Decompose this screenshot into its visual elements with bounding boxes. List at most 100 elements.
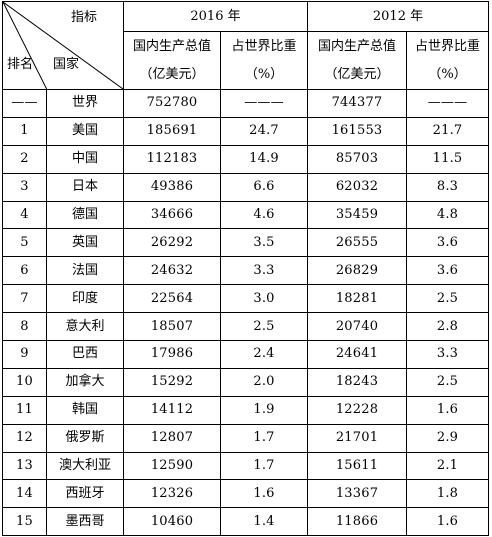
gdp-2016-cell: 17986 xyxy=(123,340,221,369)
gdp-2012-cell: 26555 xyxy=(307,228,407,258)
country-cell: 美国 xyxy=(46,116,124,146)
gdp-header-line2: （亿美元） xyxy=(324,66,390,82)
share-2012-cell: 2.5 xyxy=(406,367,489,397)
country-cell: 西班牙 xyxy=(46,479,124,509)
share-2016-cell: 2.0 xyxy=(220,367,308,397)
country-row: 6 法国 24632 3.3 26829 3.6 xyxy=(2,256,489,286)
table-body: —— 世界 752780 ——— 744377 ——— 1 美国 185691 24.7 16155… xyxy=(2,89,489,537)
share-2016-cell: 3.3 xyxy=(220,256,308,286)
rank-cell: 12 xyxy=(2,423,47,453)
country-row: 2 中国 112183 14.9 85703 11.5 xyxy=(2,144,489,174)
rank-cell: 10 xyxy=(2,367,47,397)
country-row: 1 美国 185691 24.7 161553 21.7 xyxy=(2,116,489,146)
gdp-2012-header: 国内生产总值 （亿美元） xyxy=(307,31,407,90)
country-cell: 巴西 xyxy=(46,340,124,369)
gdp-2016-cell: 12326 xyxy=(123,479,221,509)
gdp-2016-cell: 22564 xyxy=(123,284,221,314)
share-2016-cell: 1.9 xyxy=(220,395,308,425)
indicator-label: 指标 xyxy=(70,10,97,25)
country-cell: 中国 xyxy=(46,144,124,174)
rank-cell: 7 xyxy=(2,284,47,314)
country-cell: 澳大利亚 xyxy=(46,451,124,481)
year-2016-header: 2016 年 xyxy=(123,1,308,32)
header-row-columns: 国内生产总值 （亿美元） 占世界比重 （%） 国内生产总值 （亿美元） 占世界比… xyxy=(3,31,489,90)
share-header-line2: （%） xyxy=(428,66,467,82)
rank-cell: 1 xyxy=(2,116,47,146)
country-row: 10 加拿大 15292 2.0 18243 2.5 xyxy=(2,367,489,397)
rank-cell: 4 xyxy=(2,200,47,230)
share-2012-cell: 3.6 xyxy=(406,228,489,258)
share-2012-cell: 8.3 xyxy=(406,172,489,202)
gdp-2016-cell: 12807 xyxy=(123,423,221,453)
share-2012-cell: 2.1 xyxy=(406,451,489,481)
share-2016-cell: 1.7 xyxy=(220,423,308,453)
rank-cell: 2 xyxy=(2,144,47,174)
country-cell: 加拿大 xyxy=(46,367,124,397)
country-row: 5 英国 26292 3.5 26555 3.6 xyxy=(2,228,489,258)
country-cell: 印度 xyxy=(46,284,124,314)
share-2016-cell: 24.7 xyxy=(220,116,308,146)
gdp-2012-cell: 26829 xyxy=(307,256,407,286)
rank-cell: 6 xyxy=(2,256,47,286)
share-2012-cell: 3.3 xyxy=(406,340,489,369)
share-2016-cell: 14.9 xyxy=(220,144,308,174)
rank-cell: 5 xyxy=(2,228,47,258)
gdp-2016-cell: 49386 xyxy=(123,172,221,202)
share-2012-cell: 2.5 xyxy=(406,284,489,314)
share-2012-cell: ——— xyxy=(406,89,489,118)
share-2012-cell: 3.6 xyxy=(406,256,489,286)
gdp-2012-cell: 85703 xyxy=(307,144,407,174)
gdp-2016-cell: 12590 xyxy=(123,451,221,481)
rank-cell: 11 xyxy=(2,395,47,425)
gdp-2012-cell: 15611 xyxy=(307,451,407,481)
gdp-2016-cell: 34666 xyxy=(123,200,221,230)
diagonal-lines xyxy=(3,2,123,89)
gdp-header-line2: （亿美元） xyxy=(139,66,205,82)
header-row-years: 指标 排名 国家 2016 年 2012 年 xyxy=(2,1,489,90)
country-row: 12 俄罗斯 12807 1.7 21701 2.9 xyxy=(2,423,489,453)
share-2016-cell: 2.4 xyxy=(220,340,308,369)
country-row: 15 墨西哥 10460 1.4 11866 1.6 xyxy=(2,507,489,537)
share-2012-cell: 1.6 xyxy=(406,507,489,537)
share-2016-cell: 1.4 xyxy=(220,507,308,537)
gdp-2016-cell: 752780 xyxy=(123,89,221,118)
rank-cell: 9 xyxy=(2,340,47,369)
gdp-2012-cell: 18281 xyxy=(307,284,407,314)
share-2012-cell: 2.8 xyxy=(406,312,489,342)
gdp-2012-cell: 13367 xyxy=(307,479,407,509)
rank-cell: 15 xyxy=(2,507,47,537)
country-cell: 世界 xyxy=(46,89,124,118)
share-2012-cell: 1.6 xyxy=(406,395,489,425)
share-2012-cell: 21.7 xyxy=(406,116,489,146)
country-label: 国家 xyxy=(53,57,80,72)
share-2016-cell: 4.6 xyxy=(220,200,308,230)
country-row: 4 德国 34666 4.6 35459 4.8 xyxy=(2,200,489,230)
rank-cell: 8 xyxy=(2,312,47,342)
country-cell: 英国 xyxy=(46,228,124,258)
share-2016-cell: 2.5 xyxy=(220,312,308,342)
share-2016-cell: 1.6 xyxy=(220,479,308,509)
country-row: 3 日本 49386 6.6 62032 8.3 xyxy=(2,172,489,202)
gdp-2016-cell: 24632 xyxy=(123,256,221,286)
share-2016-cell: 6.6 xyxy=(220,172,308,202)
country-row: 13 澳大利亚 12590 1.7 15611 2.1 xyxy=(2,451,489,481)
gdp-2016-cell: 14112 xyxy=(123,395,221,425)
gdp-2016-cell: 15292 xyxy=(123,367,221,397)
share-2012-cell: 11.5 xyxy=(406,144,489,174)
country-row: 8 意大利 18507 2.5 20740 2.8 xyxy=(2,312,489,342)
gdp-2016-cell: 10460 xyxy=(123,507,221,537)
gdp-2012-cell: 744377 xyxy=(307,89,407,118)
share-header-line1: 占世界比重 xyxy=(231,38,297,54)
country-cell: 日本 xyxy=(46,172,124,202)
country-cell: 韩国 xyxy=(46,395,124,425)
rank-cell: 3 xyxy=(2,172,47,202)
world-row: —— 世界 752780 ——— 744377 ——— xyxy=(2,89,489,118)
share-2016-header: 占世界比重 （%） xyxy=(220,31,308,90)
share-2016-cell: ——— xyxy=(220,89,308,118)
gdp-2012-cell: 18243 xyxy=(307,367,407,397)
country-row: 11 韩国 14112 1.9 12228 1.6 xyxy=(2,395,489,425)
gdp-2012-cell: 24641 xyxy=(307,340,407,369)
country-row: 14 西班牙 12326 1.6 13367 1.8 xyxy=(2,479,489,509)
year-2012-header: 2012 年 xyxy=(307,1,489,32)
